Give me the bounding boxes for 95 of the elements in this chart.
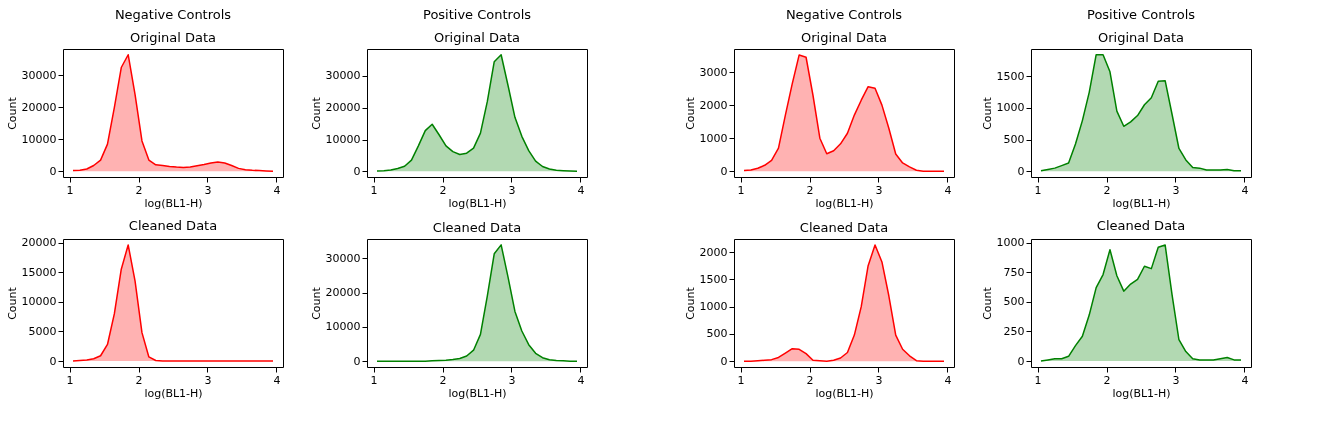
- x-axis-title: log(BL1-H): [448, 386, 507, 400]
- x-tick-label: 1: [370, 373, 378, 387]
- y-axis-title: Count: [683, 286, 697, 320]
- x-tick-label: 2: [439, 183, 447, 197]
- x-tick-label: 4: [273, 183, 281, 197]
- y-tick-label: 1500: [996, 69, 1025, 83]
- x-tick-label: 3: [508, 183, 516, 197]
- chart-subtitle: Original Data: [1097, 30, 1185, 45]
- y-tick-label: 10000: [21, 295, 57, 309]
- y-axis-title: Count: [309, 286, 323, 320]
- x-tick-label: 4: [1241, 183, 1249, 197]
- chart-title: Cleaned Data: [432, 220, 522, 235]
- chart-title: Negative Controls: [114, 7, 232, 22]
- x-tick-label: 1: [66, 183, 74, 197]
- y-tick-label: 2000: [699, 245, 728, 259]
- x-tick-label: 4: [944, 373, 952, 387]
- chart-title: Cleaned Data: [799, 220, 889, 235]
- y-tick-label: 3000: [699, 65, 728, 79]
- y-tick-label: 10000: [325, 133, 361, 147]
- x-tick-label: 4: [577, 373, 585, 387]
- y-tick-label: 15000: [21, 265, 57, 279]
- y-tick-label: 1000: [699, 300, 728, 314]
- x-tick-label: 3: [508, 373, 516, 387]
- x-tick-label: 4: [273, 373, 281, 387]
- y-tick-label: 1000: [699, 131, 728, 145]
- x-axis-title: log(BL1-H): [1112, 386, 1171, 400]
- y-axis-title: Count: [309, 96, 323, 130]
- y-tick-label: 1500: [699, 272, 728, 286]
- x-tick-label: 2: [135, 183, 143, 197]
- y-tick-label: 0: [49, 164, 57, 178]
- y-tick-label: 0: [353, 354, 361, 368]
- y-tick-label: 1000: [996, 236, 1025, 250]
- y-tick-label: 30000: [21, 68, 57, 82]
- chart-subtitle: Original Data: [433, 30, 521, 45]
- y-axis-title: Count: [5, 96, 19, 130]
- x-tick-label: 2: [439, 373, 447, 387]
- y-tick-label: 0: [720, 164, 728, 178]
- x-axis-title: log(BL1-H): [815, 386, 874, 400]
- chart-title: Positive Controls: [1086, 7, 1196, 22]
- x-tick-label: 2: [1103, 373, 1111, 387]
- chart-title: Cleaned Data: [128, 217, 218, 233]
- y-axis-title: Count: [980, 286, 994, 320]
- x-tick-label: 1: [370, 183, 378, 197]
- x-tick-label: 2: [1103, 183, 1111, 197]
- y-axis-title: Count: [683, 96, 697, 130]
- y-tick-label: 10000: [21, 132, 57, 146]
- x-tick-label: 2: [806, 373, 814, 387]
- y-tick-label: 500: [706, 327, 728, 341]
- y-tick-label: 10000: [325, 320, 361, 334]
- chart-title: Positive Controls: [422, 7, 532, 22]
- x-tick-label: 3: [204, 373, 212, 387]
- x-axis-title: log(BL1-H): [448, 196, 507, 210]
- y-tick-label: 5000: [28, 324, 57, 338]
- y-tick-label: 2000: [699, 98, 728, 112]
- x-tick-label: 3: [875, 183, 883, 197]
- y-tick-label: 20000: [325, 286, 361, 300]
- x-axis-title: log(BL1-H): [144, 196, 203, 210]
- y-tick-label: 1000: [996, 101, 1025, 115]
- x-tick-label: 1: [66, 373, 74, 387]
- y-tick-label: 0: [1017, 164, 1025, 178]
- x-tick-label: 3: [204, 183, 212, 197]
- x-tick-label: 3: [875, 373, 883, 387]
- chart-subtitle: Original Data: [129, 30, 217, 45]
- chart-title: Cleaned Data: [1096, 217, 1186, 233]
- y-axis-title: Count: [980, 96, 994, 130]
- x-tick-label: 1: [737, 183, 745, 197]
- x-tick-label: 1: [737, 373, 745, 387]
- x-tick-label: 3: [1172, 373, 1180, 387]
- y-tick-label: 30000: [325, 69, 361, 83]
- y-tick-label: 250: [1003, 324, 1025, 338]
- y-tick-label: 30000: [325, 251, 361, 265]
- y-tick-label: 500: [1003, 133, 1025, 147]
- x-tick-label: 2: [806, 183, 814, 197]
- chart-title: Negative Controls: [785, 7, 903, 22]
- x-axis-title: log(BL1-H): [1112, 196, 1171, 210]
- y-tick-label: 20000: [325, 101, 361, 115]
- y-tick-label: 0: [49, 354, 57, 368]
- y-tick-label: 20000: [21, 100, 57, 114]
- chart-subtitle: Original Data: [800, 30, 888, 45]
- x-tick-label: 1: [1034, 183, 1042, 197]
- y-tick-label: 0: [353, 164, 361, 178]
- y-axis-title: Count: [5, 286, 19, 320]
- y-tick-label: 500: [1003, 295, 1025, 309]
- x-axis-title: log(BL1-H): [815, 196, 874, 210]
- y-tick-label: 0: [1017, 354, 1025, 368]
- x-tick-label: 4: [944, 183, 952, 197]
- x-tick-label: 2: [135, 373, 143, 387]
- x-tick-label: 4: [577, 183, 585, 197]
- x-tick-label: 4: [1241, 373, 1249, 387]
- x-axis-title: log(BL1-H): [144, 386, 203, 400]
- y-tick-label: 20000: [21, 236, 57, 250]
- x-tick-label: 3: [1172, 183, 1180, 197]
- y-tick-label: 0: [720, 354, 728, 368]
- y-tick-label: 750: [1003, 265, 1025, 279]
- x-tick-label: 1: [1034, 373, 1042, 387]
